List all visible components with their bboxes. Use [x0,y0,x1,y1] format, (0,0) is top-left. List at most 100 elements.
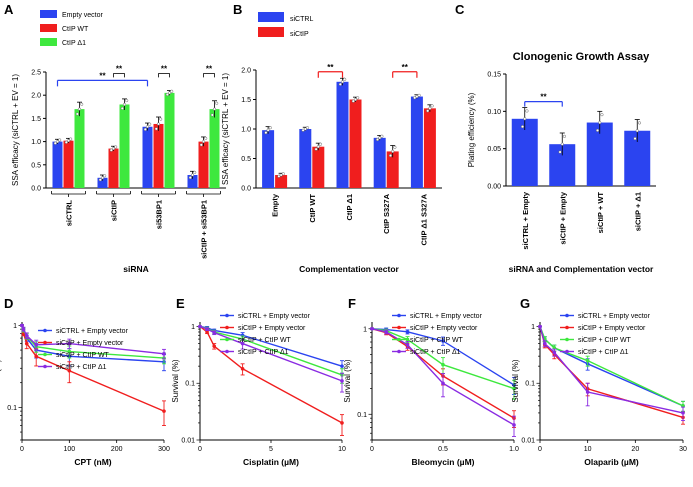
replicate-dot [170,89,174,93]
data-point [21,327,26,331]
data-point [405,342,410,347]
replicate-dot [633,137,637,141]
significance-label: ** [116,64,123,73]
data-point [240,341,245,346]
replicate-dot [64,140,68,144]
panel-F: 0.1 1 0 0.5 1.0 Survival (%) Bleomycin (µM) siC… [343,313,519,467]
data-point [34,354,38,359]
legend-swatch [40,24,57,32]
y-tick-label: 0.10 [487,109,501,116]
series-line [199,325,343,367]
replicate-dot [428,106,432,110]
panel-B: 0.0 0.5 1.0 1.5 2.0 SSA efficacy (siCTRL + EV… [221,12,442,274]
replicate-dot [114,145,118,149]
y-axis-label: Survival (%) [343,359,352,402]
y-tick-label: 1.5 [241,97,251,104]
category-label: siCtIP + Δ1 [633,192,642,231]
legend-marker [43,328,47,333]
data-point [67,368,72,373]
y-tick-label: 0.1 [7,405,17,412]
y-tick-label: 1.0 [31,139,41,146]
bar [373,137,386,188]
replicate-dot [103,174,107,178]
legend-marker [43,364,47,369]
y-tick-label: 0.01 [181,438,195,445]
replicate-dot [305,126,310,130]
y-tick-label: 1.0 [241,127,251,134]
replicate-dot [53,141,57,145]
replicate-dot [58,138,62,142]
x-axis-label: Bleomycin (µM) [412,457,475,467]
legend-label: siCTRL + Empty vector [238,313,311,320]
data-point [681,411,685,415]
data-point [370,326,374,331]
replicate-dot [201,140,206,144]
data-point [405,337,410,342]
panel-label-A: A [4,2,14,17]
legend-label: siCtIP + CtIP WT [578,337,632,344]
replicate-dot [314,147,318,151]
y-axis-label: Survival (%) [0,359,2,402]
bar [108,148,119,188]
replicate-dot [635,129,639,133]
replicate-dot [351,99,355,103]
legend-label: siCtIP + CtIP Δ1 [56,364,107,371]
x-tick-label: 20 [631,446,639,453]
data-point [34,342,38,347]
bar [299,129,312,188]
legend-label: siCTRL [290,16,313,23]
x-axis-label: Olaparib (µM) [584,457,639,467]
legend-label: siCtIP + Empty vector [410,325,478,332]
x-axis-label: Cisplatin (µM) [243,457,299,467]
data-point [340,364,344,368]
y-tick-label: 0.15 [487,72,501,79]
legend-label: siCtIP + Empty vector [578,325,646,332]
data-point [205,330,209,334]
x-tick-label: 10 [584,446,592,453]
replicate-dot [558,150,562,154]
significance-label: ** [540,93,547,102]
y-tick-label: 0.1 [185,381,195,388]
data-point [441,381,445,386]
replicate-dot [66,139,71,143]
legend-marker [565,325,569,330]
chart-title: Clonogenic Growth Assay [513,51,650,63]
replicate-dot [316,145,320,149]
replicate-dot [560,142,564,146]
category-label: siCTRL [65,200,74,227]
x-tick-label: 0 [538,446,542,453]
legend-label: CtIP Δ1 [62,40,86,47]
replicate-dot [80,102,84,106]
replicate-dot [264,131,268,135]
x-tick-label: 0.5 [438,446,448,453]
replicate-dot [204,136,208,140]
y-tick-label: 1 [363,326,367,333]
legend-marker [397,313,401,318]
replicate-dot [266,128,270,132]
bar [336,81,349,188]
replicate-dot [318,142,323,146]
y-axis-label: Survival (%) [511,359,520,402]
data-point [340,421,344,425]
replicate-dot [165,92,169,97]
y-axis-label: Survival (%) [171,359,180,402]
legend-swatch [258,12,284,22]
replicate-dot [215,101,219,105]
x-tick-label: 5 [269,446,273,453]
legend-marker [565,313,569,318]
panel-A: 0.0 0.5 1.0 1.5 2.0 2.5 SSA efficacy (siCTRL +… [11,10,226,274]
bar [209,109,220,188]
replicate-dot [148,122,152,126]
replicate-dot [375,137,380,142]
panel-C: 0.00 0.05 0.10 0.15 Plating efficiency (%) si… [467,51,656,274]
data-point [552,350,557,355]
replicate-dot [340,80,345,84]
replicate-dot [281,172,285,176]
legend-label: Empty vector [62,12,104,19]
y-tick-label: 0.5 [241,156,251,163]
legend-label: siCtIP + CtIP Δ1 [238,349,289,356]
y-tick-label: 2.0 [241,68,251,75]
bar [97,177,108,188]
